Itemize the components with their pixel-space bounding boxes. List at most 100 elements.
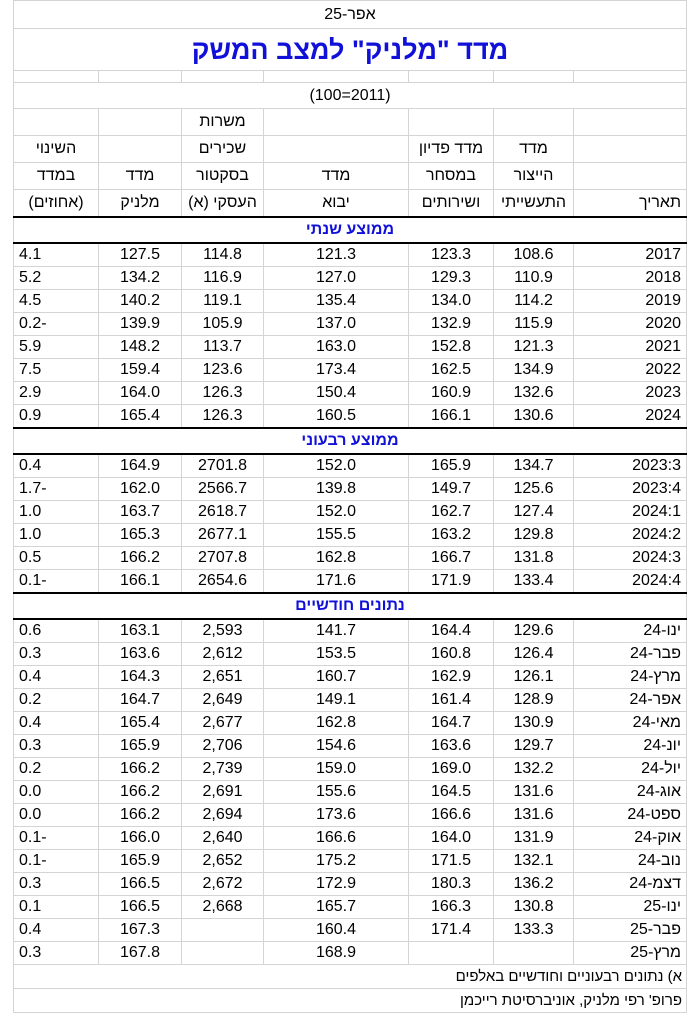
value: 162.8	[263, 546, 409, 570]
period: נוב-24	[573, 849, 687, 873]
value	[181, 918, 264, 942]
column-header: ושירותים	[408, 189, 494, 218]
value: 105.9	[181, 312, 264, 336]
value: 162.7	[408, 500, 494, 524]
data-row: ספט-24 131.6 166.6 173.6 2,694 166.2 0.0	[13, 803, 687, 827]
value: 162.8	[263, 711, 409, 735]
period: 2023:4	[573, 477, 687, 501]
value: 139.8	[263, 477, 409, 501]
period: 2017	[573, 242, 687, 267]
column-header: במדד	[13, 162, 99, 190]
data-row: פבר-25 133.3 171.4 160.4 167.3 0.4	[13, 918, 687, 942]
period: ינו-24	[573, 618, 687, 643]
value: 155.6	[263, 780, 409, 804]
value: 162.5	[408, 358, 494, 382]
period: 2021	[573, 335, 687, 359]
blank-cell	[98, 70, 182, 83]
blank-cell	[408, 70, 494, 83]
value: 0.0	[13, 780, 99, 804]
column-header	[573, 108, 687, 136]
period: 2023	[573, 381, 687, 405]
value: 152.0	[263, 453, 409, 478]
report-date: אפר-25	[13, 0, 687, 29]
value: 163.7	[98, 500, 182, 524]
value: -0.2	[13, 312, 99, 336]
value: 134.0	[408, 289, 494, 313]
value: -1.7	[13, 477, 99, 501]
header-row: הייצור במסחר מדד בסקטור מדד במדד	[13, 162, 687, 190]
period: אוק-24	[573, 826, 687, 850]
data-row: 2021 121.3 152.8 163.0 113.7 148.2 5.9	[13, 335, 687, 359]
column-header: יבוא	[263, 189, 409, 218]
value: 127.0	[263, 266, 409, 290]
column-header: השינוי	[13, 135, 99, 163]
value: 132.1	[493, 849, 574, 873]
value: 115.9	[493, 312, 574, 336]
blank-cell	[493, 70, 574, 83]
value: 0.4	[13, 918, 99, 942]
value: 130.8	[493, 895, 574, 919]
column-header	[98, 108, 182, 136]
column-header	[263, 135, 409, 163]
value: 133.3	[493, 918, 574, 942]
period: 2020	[573, 312, 687, 336]
value: 123.3	[408, 242, 494, 267]
value: 2,612	[181, 642, 264, 666]
section-row: ממוצע שנתי	[13, 216, 687, 244]
date-row: אפר-25	[13, 0, 687, 29]
value: 2566.7	[181, 477, 264, 501]
value: 164.5	[408, 780, 494, 804]
value: 173.4	[263, 358, 409, 382]
value: 2654.6	[181, 569, 264, 594]
value: 163.2	[408, 523, 494, 547]
value: 166.7	[408, 546, 494, 570]
value: 2,652	[181, 849, 264, 873]
value: 2,694	[181, 803, 264, 827]
value: 164.3	[98, 665, 182, 689]
value: 171.6	[263, 569, 409, 594]
value: 164.0	[408, 826, 494, 850]
value: 166.0	[98, 826, 182, 850]
value: 166.2	[98, 803, 182, 827]
value: 163.1	[98, 618, 182, 643]
value: 164.7	[98, 688, 182, 712]
value: 0.3	[13, 642, 99, 666]
column-header: מדד	[263, 162, 409, 190]
value: 165.7	[263, 895, 409, 919]
footnote: א) נתונים רבעוניים וחודשיים באלפים	[13, 964, 687, 989]
data-row: 2023:3 134.7 165.9 152.0 2701.8 164.9 0.4	[13, 453, 687, 478]
value: 175.2	[263, 849, 409, 873]
period: פבר-24	[573, 642, 687, 666]
value: 1.0	[13, 500, 99, 524]
value: 0.2	[13, 757, 99, 781]
value: 164.0	[98, 381, 182, 405]
column-header: במסחר	[408, 162, 494, 190]
column-header	[98, 135, 182, 163]
value: 167.8	[98, 941, 182, 965]
value: 134.9	[493, 358, 574, 382]
value: 166.2	[98, 546, 182, 570]
section-title: ממוצע רבעוני	[13, 427, 687, 455]
value: 152.8	[408, 335, 494, 359]
section-title: ממוצע שנתי	[13, 216, 687, 244]
value: 159.0	[263, 757, 409, 781]
section-title: נתונים חודשיים	[13, 592, 687, 620]
column-header: משרות	[181, 108, 264, 136]
value: -0.1	[13, 826, 99, 850]
value: 2707.8	[181, 546, 264, 570]
period: 2022	[573, 358, 687, 382]
data-row: יונ-24 129.7 163.6 154.6 2,706 165.9 0.3	[13, 734, 687, 758]
data-row: מרץ-25 168.9 167.8 0.3	[13, 941, 687, 965]
value: 148.2	[98, 335, 182, 359]
column-header: מלניק	[98, 189, 182, 218]
value: 110.9	[493, 266, 574, 290]
section-row: ממוצע רבעוני	[13, 427, 687, 455]
value: 2.9	[13, 381, 99, 405]
value: 129.6	[493, 618, 574, 643]
value: 2,706	[181, 734, 264, 758]
value: 2618.7	[181, 500, 264, 524]
period: 2018	[573, 266, 687, 290]
period: 2024:4	[573, 569, 687, 594]
value: 154.6	[263, 734, 409, 758]
